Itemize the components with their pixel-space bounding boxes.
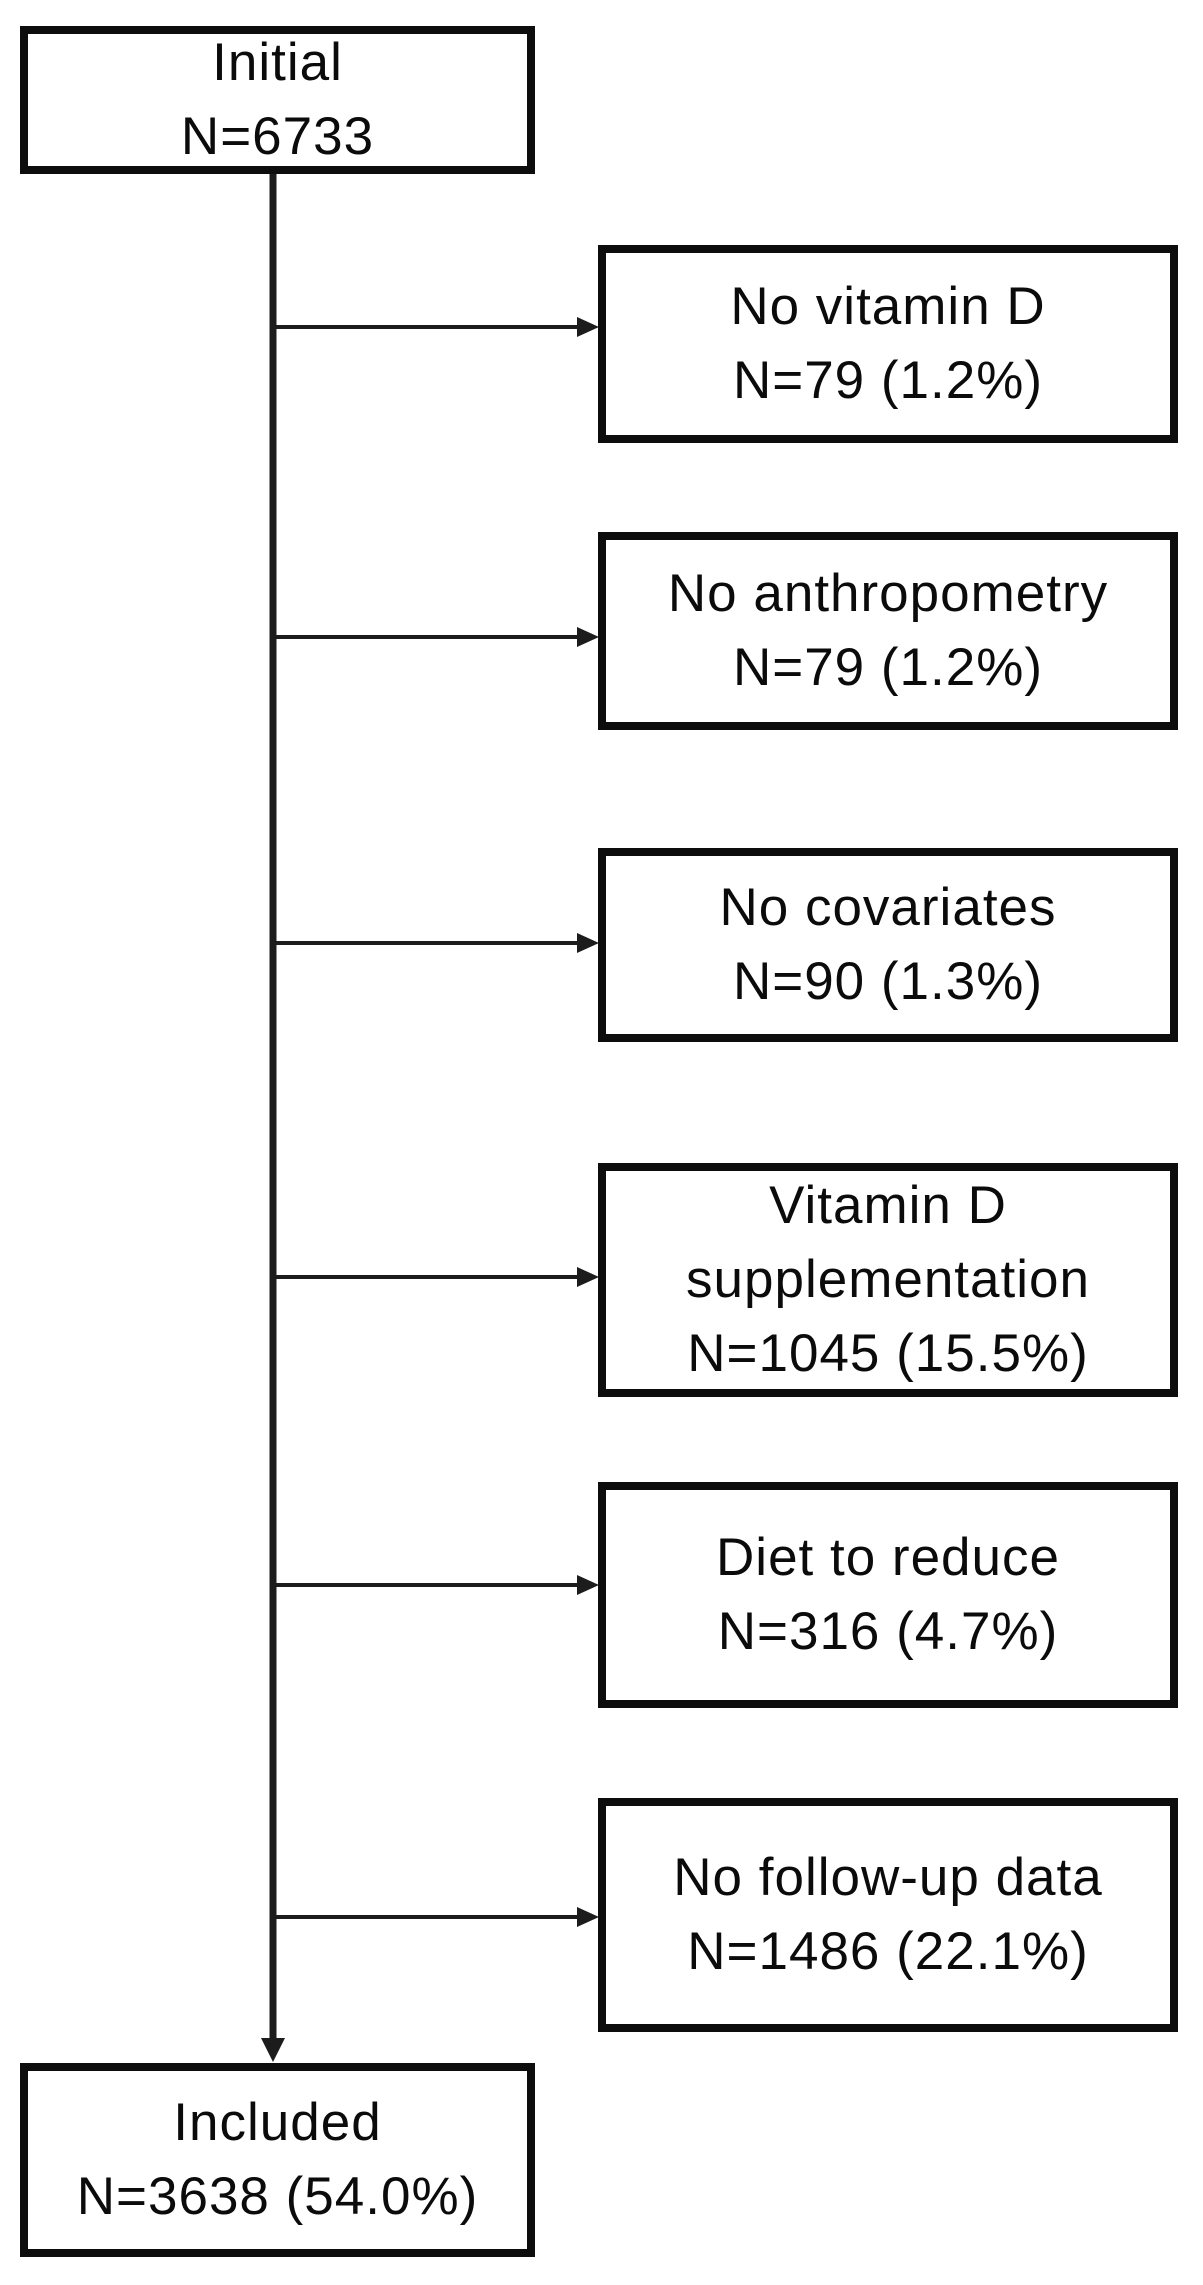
node-count: N=1486 (22.1%) — [687, 1922, 1089, 1981]
right-arrowhead-icon — [577, 1907, 599, 1927]
right-arrowhead-icon — [577, 1575, 599, 1595]
exclusion-node-vitamin-d-supplementation: Vitamin D supplementation N=1045 (15.5%) — [598, 1163, 1178, 1397]
exclusion-node-no-covariates: No covariates N=90 (1.3%) — [598, 848, 1178, 1042]
right-arrowhead-icon — [577, 627, 599, 647]
node-label: Included — [173, 2093, 382, 2152]
end-node: Included N=3638 (54.0%) — [20, 2063, 535, 2257]
right-arrowhead-icon — [577, 317, 599, 337]
node-count: N=6733 — [180, 107, 375, 166]
right-arrowhead-icon — [577, 933, 599, 953]
node-label: No follow-up data — [673, 1848, 1103, 1907]
node-count: N=316 (4.7%) — [717, 1602, 1059, 1661]
node-label: No vitamin D — [730, 277, 1046, 336]
node-label: Diet to reduce — [716, 1528, 1060, 1587]
exclusion-node-diet-to-reduce: Diet to reduce N=316 (4.7%) — [598, 1482, 1178, 1708]
right-arrowhead-icon — [577, 1267, 599, 1287]
node-label: Initial — [212, 33, 343, 92]
node-label: Vitamin D supplementation — [686, 1176, 1090, 1309]
node-count: N=90 (1.3%) — [732, 952, 1043, 1011]
node-count: N=79 (1.2%) — [732, 351, 1043, 410]
exclusion-node-no-vitamin-d: No vitamin D N=79 (1.2%) — [598, 245, 1178, 443]
exclusion-node-no-anthropometry: No anthropometry N=79 (1.2%) — [598, 532, 1178, 730]
node-label: No anthropometry — [667, 564, 1109, 623]
exclusion-node-no-follow-up-data: No follow-up data N=1486 (22.1%) — [598, 1798, 1178, 2032]
down-arrowhead-icon — [261, 2038, 285, 2062]
start-node: Initial N=6733 — [20, 26, 535, 174]
node-count: N=79 (1.2%) — [732, 638, 1043, 697]
node-count: N=3638 (54.0%) — [76, 2167, 479, 2226]
node-label: No covariates — [719, 878, 1057, 937]
node-count: N=1045 (15.5%) — [687, 1324, 1089, 1383]
